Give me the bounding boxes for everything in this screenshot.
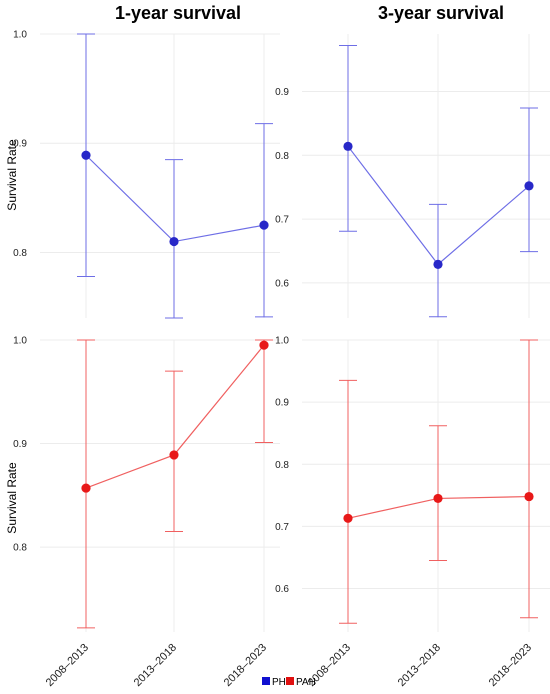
y-tick-label: 0.8: [275, 151, 289, 162]
data-point: [81, 150, 91, 160]
y-tick-label: 0.7: [275, 522, 289, 533]
y-tick-label: 0.6: [275, 584, 289, 595]
y-tick-label: 0.9: [275, 87, 289, 98]
panel-4: 0.6 0.7 0.8 0.9 1.0: [275, 336, 550, 632]
panel-title-1-year: 1-year survival: [115, 3, 241, 23]
y-tick-label: 1.0: [275, 336, 289, 347]
panel-3: 0.8 0.9 1.0: [13, 336, 280, 632]
x-tick-label: 2013–2018: [132, 642, 179, 689]
series-line: [85, 344, 265, 489]
y-axis-title-bottom: Survival Rate: [5, 462, 19, 534]
y-tick-label: 1.0: [13, 30, 27, 41]
y-tick-label: 0.6: [275, 278, 289, 289]
y-tick-label: 0.9: [275, 398, 289, 409]
data-point: [343, 513, 353, 523]
x-tick-label: 2018–2023: [487, 642, 534, 689]
legend-label-ph: PH: [272, 677, 286, 688]
error-bar: [429, 425, 447, 562]
data-point: [433, 493, 443, 504]
y-tick-label: 0.9: [13, 439, 27, 450]
error-bar: [520, 107, 538, 253]
data-point: [169, 236, 179, 247]
y-tick-label: 0.7: [275, 215, 289, 226]
data-point: [169, 450, 179, 460]
panel-2: 0.6 0.7 0.8 0.9: [275, 34, 550, 318]
y-tick-label: 1.0: [13, 336, 27, 347]
error-bar: [520, 339, 538, 619]
error-bar: [255, 339, 273, 444]
legend: PH PAH: [262, 677, 316, 688]
y-tick-label: 0.8: [275, 460, 289, 471]
error-bar: [255, 123, 273, 318]
y-tick-label: 0.8: [13, 248, 27, 259]
legend-swatch-ph: [262, 677, 270, 685]
panel-1: 0.8 0.9 1.0: [13, 30, 280, 319]
series-line: [85, 154, 265, 243]
data-point: [259, 340, 269, 350]
error-bar: [339, 379, 357, 624]
data-point: [524, 181, 534, 191]
y-tick-label: 0.8: [13, 543, 27, 554]
panels-group: 0.80.91.00.60.70.80.90.80.91.00.60.70.80…: [13, 30, 550, 632]
x-tick-label: 2008–2013: [44, 642, 91, 689]
panel-title-3-year: 3-year survival: [378, 3, 504, 23]
data-point: [433, 259, 443, 269]
error-bar: [339, 44, 357, 232]
x-tick-label: 2013–2018: [396, 642, 443, 689]
data-point: [343, 141, 353, 151]
legend-label-pah: PAH: [296, 677, 316, 688]
data-point: [81, 483, 91, 493]
data-point: [259, 220, 269, 230]
y-tick-label: 0.9: [13, 139, 27, 150]
y-axis-title-top: Survival Rate: [5, 139, 19, 211]
data-point: [524, 491, 534, 502]
legend-swatch-pah: [286, 677, 294, 685]
